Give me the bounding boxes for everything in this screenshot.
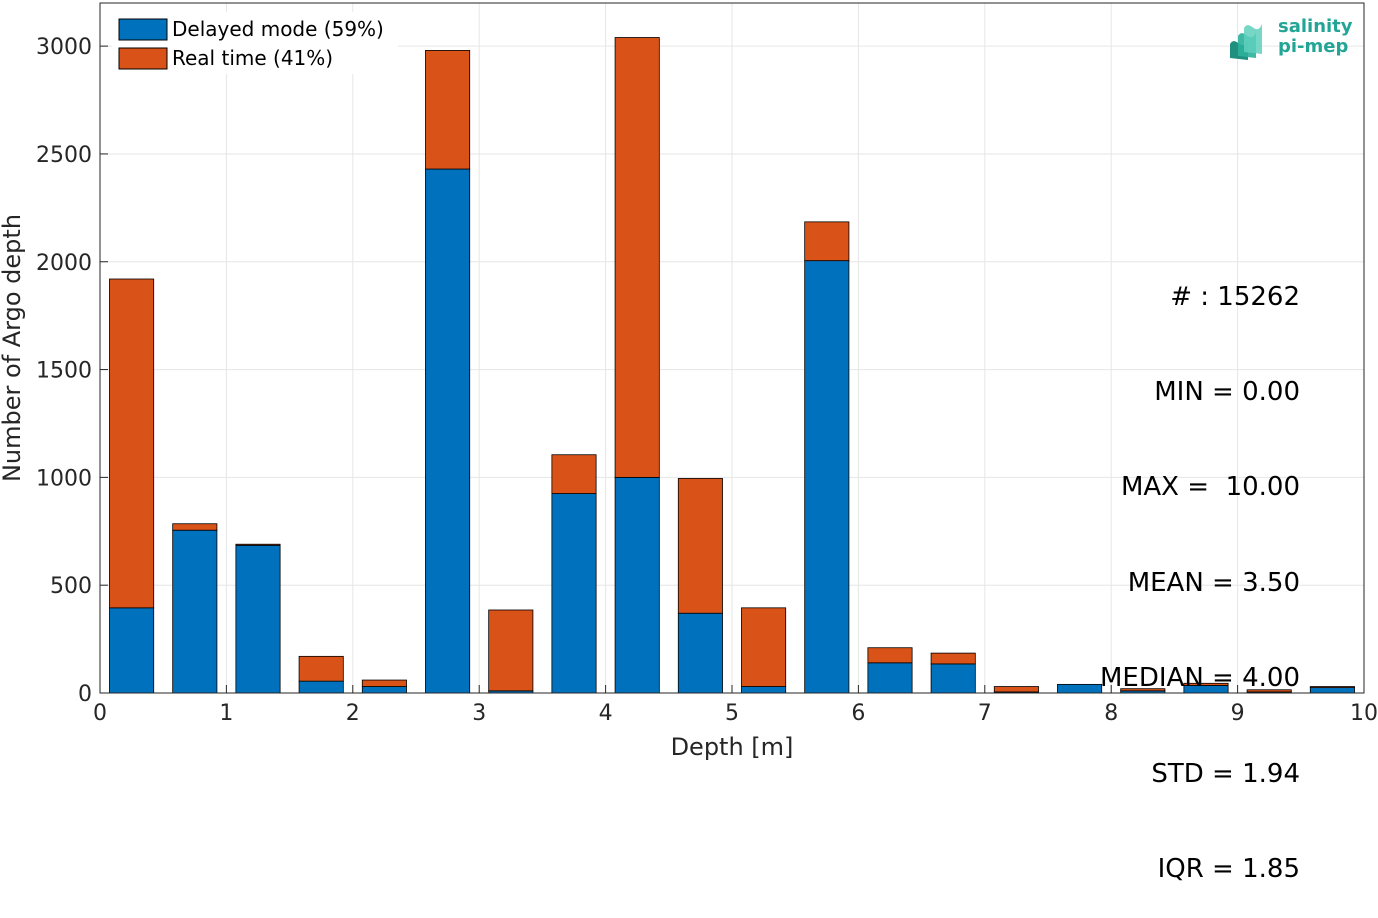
x-tick-label: 1 [219, 701, 233, 726]
bar-delayed [298, 680, 344, 694]
x-tick-label: 4 [599, 701, 613, 726]
stat-median: MEDIAN = 4.00 [1100, 663, 1300, 694]
y-tick-label: 1500 [36, 359, 92, 384]
bar-delayed [1057, 683, 1103, 694]
bar-realtime [551, 454, 597, 494]
stat-std: STD = 1.94 [1151, 758, 1300, 789]
bar-delayed [109, 607, 155, 694]
bar-delayed [1309, 687, 1355, 694]
bar-realtime [1120, 688, 1166, 692]
bar-realtime [172, 523, 218, 531]
bars [109, 37, 1355, 694]
x-tick-label: 5 [725, 701, 739, 726]
logo-text-pimep: pi-mep [1278, 36, 1349, 57]
x-tick-label: 6 [851, 701, 865, 726]
bar-realtime [298, 655, 344, 682]
y-axis-title: Number of Argo depth [0, 214, 26, 482]
bar-realtime [993, 686, 1039, 693]
bar-realtime [361, 679, 407, 687]
legend-swatch-realtime [118, 47, 168, 70]
logo-text-salinity: salinity [1278, 16, 1353, 37]
y-tick-label: 2500 [36, 143, 92, 168]
stat-iqr: IQR = 1.85 [1157, 853, 1300, 884]
bar-delayed [804, 260, 850, 694]
legend-label-delayed: Delayed mode (59%) [172, 17, 384, 41]
x-tick-label: 7 [978, 701, 992, 726]
x-tick-label: 2 [346, 701, 360, 726]
x-tick-label: 0 [93, 701, 107, 726]
legend-label-realtime: Real time (41%) [172, 46, 333, 70]
bar-realtime [677, 478, 723, 614]
bar-realtime [425, 50, 471, 170]
y-ticks: 0 500 1000 1500 2000 2500 3000 [36, 35, 108, 707]
stat-max: MAX = 10.00 [1120, 472, 1300, 503]
wave-layers-icon [1230, 24, 1262, 60]
stats-box: # : 15262 MIN = 0.00 MAX = 10.00 MEAN = … [1100, 218, 1300, 918]
y-tick-label: 2000 [36, 251, 92, 276]
logo: salinity pi-mep [1226, 14, 1362, 64]
bar-realtime [930, 652, 976, 665]
y-tick-label: 0 [78, 682, 92, 707]
x-tick-label: 9 [1231, 701, 1245, 726]
bar-realtime [614, 37, 660, 478]
bar-realtime [1246, 689, 1292, 693]
stat-min: MIN = 0.00 [1154, 376, 1300, 407]
legend-swatch-delayed [118, 18, 168, 41]
y-tick-label: 3000 [36, 35, 92, 60]
bar-realtime [488, 609, 534, 692]
bar-delayed [425, 168, 471, 694]
bar-delayed [930, 663, 976, 694]
bar-delayed [172, 529, 218, 694]
bar-realtime [1309, 686, 1355, 689]
y-tick-label: 1000 [36, 466, 92, 491]
chart: 0 1 2 3 4 5 6 7 8 9 10 0 500 1000 1500 2000 2500 3000 De… [0, 2, 1378, 761]
bar-realtime [109, 278, 155, 609]
legend: Delayed mode (59%) Real time (41%) [112, 12, 398, 74]
x-axis-title: Depth [m] [671, 733, 794, 761]
bar-realtime [741, 607, 787, 687]
bar-delayed [677, 612, 723, 694]
bar-delayed [235, 544, 281, 694]
bar-realtime [1183, 682, 1229, 686]
x-tick-label: 3 [472, 701, 486, 726]
stat-count: # : 15262 [1170, 281, 1300, 312]
bar-realtime [235, 543, 281, 546]
x-tick-label: 10 [1350, 701, 1378, 726]
bar-delayed [741, 686, 787, 694]
x-ticks: 0 1 2 3 4 5 6 7 8 9 10 [93, 685, 1378, 726]
bar-delayed [867, 662, 913, 694]
x-tick-label: 8 [1104, 701, 1118, 726]
bar-realtime [804, 221, 850, 262]
bar-delayed [551, 493, 597, 694]
bar-delayed [361, 686, 407, 694]
bar-realtime [867, 647, 913, 664]
y-tick-label: 500 [50, 574, 92, 599]
bar-delayed [614, 476, 660, 694]
stat-mean: MEAN = 3.50 [1127, 567, 1300, 598]
